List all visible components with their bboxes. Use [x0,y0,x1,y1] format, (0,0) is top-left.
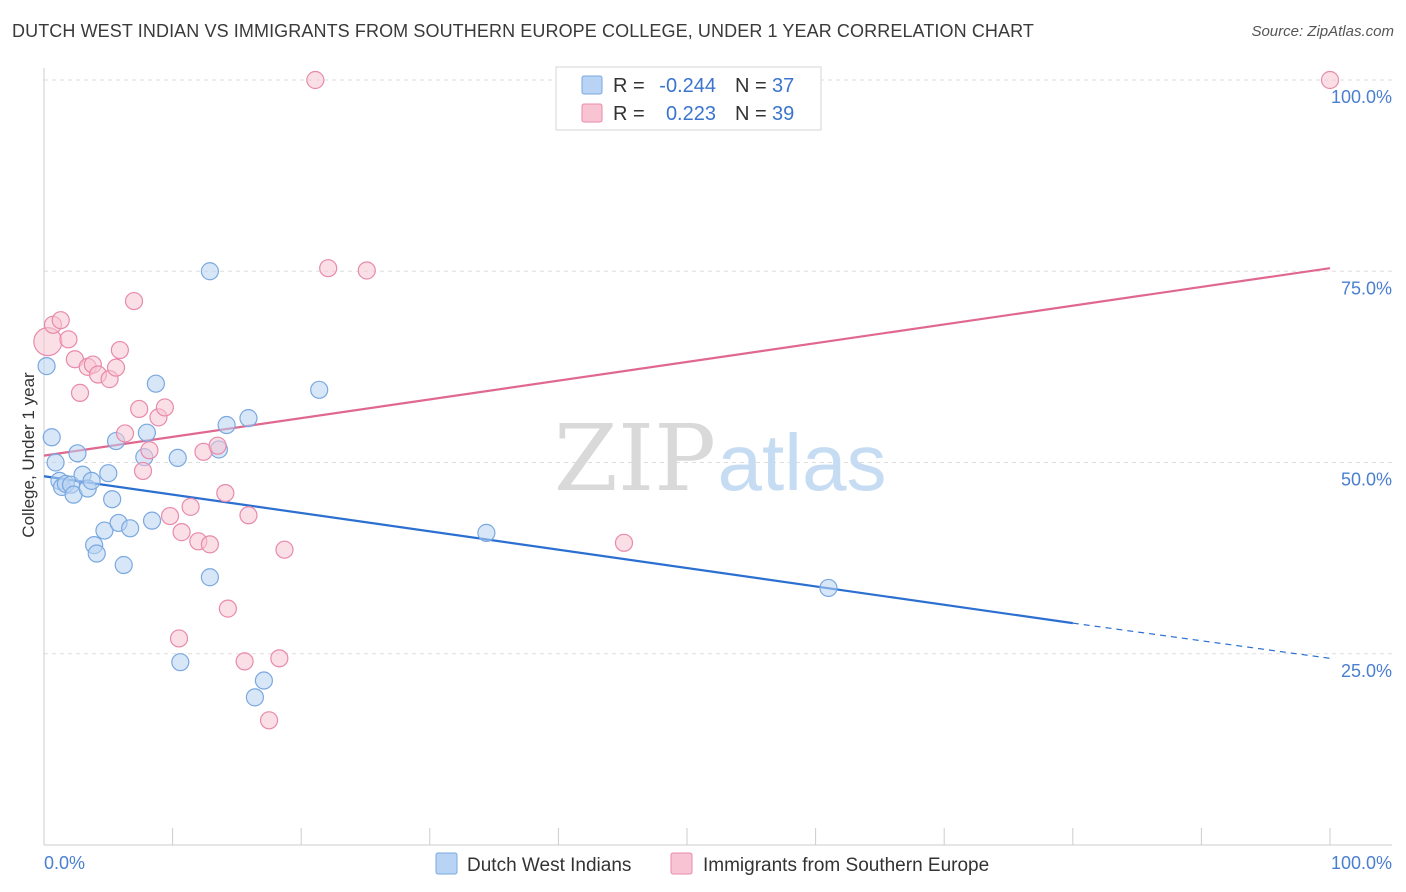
point-dutch-west-indian-22 [137,423,156,442]
point-dutch-west-indian-16 [103,490,122,509]
point-dutch-west-indian-11 [82,471,101,490]
point-southern-europe-37 [614,533,634,552]
y-tick-label-50: 50.0% [1341,470,1392,490]
legend-r-value-2: 0.223 [666,103,716,125]
data-points [33,70,1340,730]
series-legend-label-pink: Immigrants from Southern Europe [703,855,989,876]
point-southern-europe-31 [259,711,279,730]
legend-swatch-pink [581,103,603,123]
point-southern-europe-13 [124,291,144,311]
point-southern-europe-30 [239,506,258,525]
point-southern-europe-19 [160,506,180,526]
series-legend: Dutch West Indians Immigrants from South… [435,852,989,876]
trend-lines [43,267,1331,659]
point-dutch-west-indian-25 [168,448,187,468]
point-dutch-west-indian-27 [200,262,219,281]
legend-swatch-blue [581,75,603,95]
watermark-atlas: atlas [718,418,887,507]
legend-r-label-1: R = [613,75,645,97]
trend-line-extension-0 [1072,622,1331,659]
y-tick-label-25: 25.0% [1341,661,1392,681]
point-dutch-west-indian-15 [99,464,118,483]
legend-n-value-2: 39 [772,103,794,125]
chart-source: Source: ZipAtlas.com [1251,23,1394,40]
point-southern-europe-18 [155,398,174,417]
point-southern-europe-2 [51,311,70,330]
series-legend-label-blue: Dutch West Indians [467,855,631,876]
point-southern-europe-5 [70,383,90,402]
x-tick-label-max: 100.0% [1331,853,1392,873]
point-southern-europe-29 [235,652,254,671]
point-southern-europe-34 [306,70,325,90]
point-southern-europe-38 [1320,70,1340,90]
point-southern-europe-26 [208,436,227,455]
point-dutch-west-indian-2 [46,453,65,472]
legend-r-value-1: -0.244 [659,75,716,97]
legend-n-value-1: 37 [772,75,794,97]
point-dutch-west-indian-35 [477,523,496,542]
legend-n-label-2: N = [735,103,767,125]
y-tick-label-100: 100.0% [1331,87,1392,107]
point-dutch-west-indian-30 [217,415,236,435]
point-dutch-west-indian-26 [171,653,190,672]
stats-legend: R = -0.244 N = 37 R = 0.223 N = 39 [555,66,822,131]
point-dutch-west-indian-0 [37,357,56,376]
point-dutch-west-indian-34 [310,380,329,399]
point-southern-europe-10 [106,358,126,377]
legend-r-label-2: R = [613,103,645,125]
point-southern-europe-28 [218,599,237,618]
point-southern-europe-15 [133,461,153,481]
y-axis-title: College, Under 1 year [19,372,38,538]
y-tick-label-75: 75.0% [1341,278,1392,298]
point-southern-europe-3 [59,330,78,349]
x-tick-label-min: 0.0% [44,853,85,873]
point-dutch-west-indian-20 [121,519,140,538]
point-southern-europe-36 [357,261,376,280]
point-southern-europe-27 [216,484,235,503]
point-dutch-west-indian-19 [114,555,133,575]
axes [43,68,1392,846]
point-southern-europe-33 [275,540,294,559]
point-dutch-west-indian-23 [142,511,162,530]
point-southern-europe-32 [270,649,289,668]
point-southern-europe-25 [200,535,219,554]
point-southern-europe-22 [181,497,200,516]
point-dutch-west-indian-24 [146,374,165,393]
tick-labels: 25.0% 50.0% 75.0% 100.0% 0.0% 100.0% [44,87,1392,873]
point-dutch-west-indian-1 [42,428,61,447]
point-southern-europe-35 [319,259,338,278]
point-southern-europe-12 [115,424,135,443]
watermark: ZIP atlas [554,405,887,512]
point-dutch-west-indian-8 [68,444,87,463]
point-southern-europe-16 [140,441,159,460]
point-dutch-west-indian-28 [200,568,219,587]
series-legend-swatch-blue [435,852,458,875]
chart-title: DUTCH WEST INDIAN VS IMMIGRANTS FROM SOU… [12,21,1034,41]
point-southern-europe-11 [110,340,129,360]
point-dutch-west-indian-36 [819,578,838,598]
point-dutch-west-indian-32 [245,688,265,707]
trend-line-1 [43,267,1331,457]
gridlines [44,79,1392,655]
point-dutch-west-indian-33 [254,671,274,690]
watermark-zip: ZIP [554,405,716,512]
point-southern-europe-21 [172,523,191,542]
point-dutch-west-indian-14 [95,521,114,540]
trend-line-0 [43,475,1073,625]
point-southern-europe-14 [130,399,149,419]
point-dutch-west-indian-13 [87,544,106,563]
point-southern-europe-20 [169,629,189,648]
series-legend-swatch-pink [670,852,693,875]
legend-n-label-1: N = [735,75,767,97]
point-dutch-west-indian-31 [239,409,258,428]
